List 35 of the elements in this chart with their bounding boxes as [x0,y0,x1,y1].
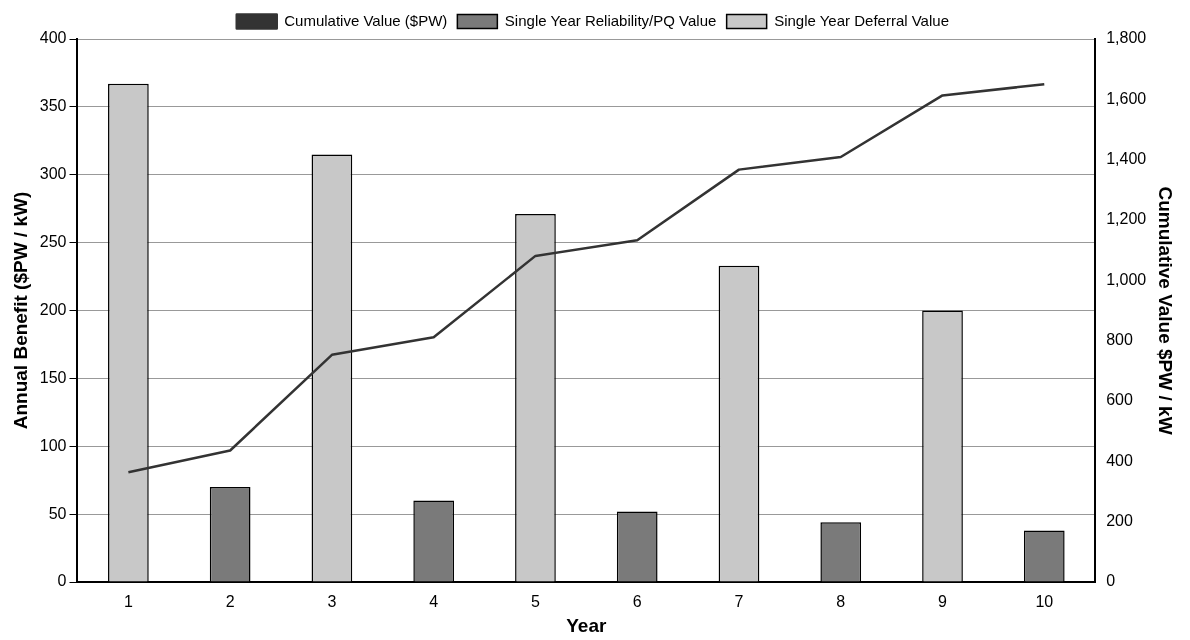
y-tick-label: 200 [39,300,67,318]
legend-label: Cumulative Value ($PW) [284,11,448,29]
y2-axis-title: Cumulative Value $PW / kW [1155,186,1177,435]
x-tick-label: 6 [632,593,642,611]
y2-tick-label: 1,200 [1106,210,1147,228]
y-tick-label: 350 [39,97,67,115]
x-tick-label: 5 [530,593,540,611]
legend-label: Single Year Deferral Value [774,11,949,29]
y2-tick-label: 200 [1106,512,1133,530]
x-tick-label: 8 [836,593,846,611]
y2-tick-label: 1,800 [1106,29,1147,47]
x-tick-label: 2 [225,593,235,611]
x-tick-label: 3 [327,593,337,611]
y-tick-label: 250 [39,233,67,251]
y2-tick-label: 600 [1106,391,1133,409]
y-tick-label: 50 [48,504,67,522]
y-tick-label: 0 [57,572,67,590]
y2-tick-label: 0 [1106,572,1116,590]
y2-tick-label: 800 [1106,331,1133,349]
y2-tick-label: 400 [1106,451,1133,469]
x-tick-label: 7 [734,593,744,611]
y-tick-label: 300 [39,165,67,183]
x-tick-label: 10 [1035,593,1054,611]
y2-tick-label: 1,600 [1106,89,1147,107]
y2-tick-label: 1,000 [1106,270,1147,288]
x-tick-label: 9 [938,593,948,611]
y-tick-label: 150 [39,368,67,386]
y-tick-label: 400 [39,29,67,47]
y-tick-label: 100 [39,436,67,454]
x-tick-label: 1 [123,593,133,611]
x-axis-title: Year [566,614,608,636]
y-axis-title: Annual Benefit ($PW / kW) [9,191,31,430]
y2-tick-label: 1,400 [1106,150,1147,168]
legend-label: Single Year Reliability/PQ Value [504,11,717,29]
x-tick-label: 4 [429,593,439,611]
